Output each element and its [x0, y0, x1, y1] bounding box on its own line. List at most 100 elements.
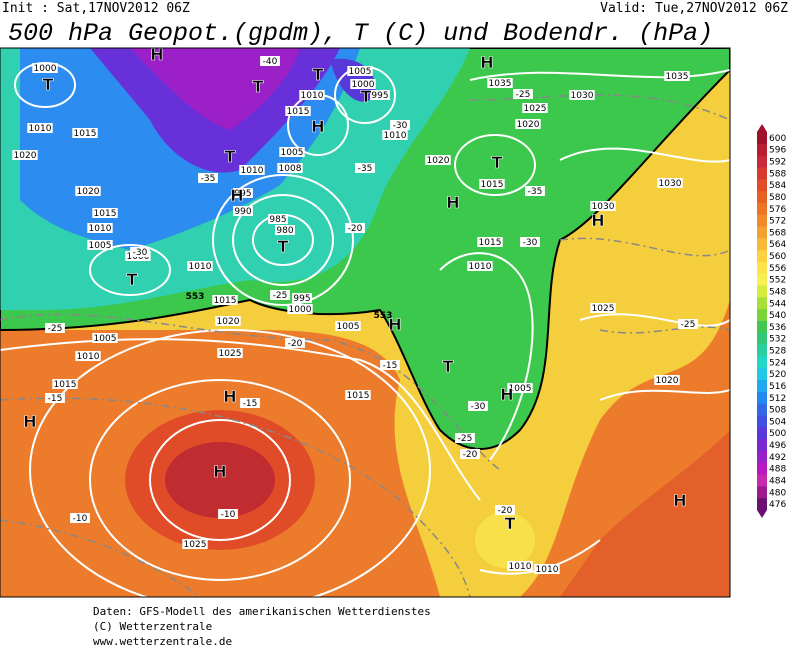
low-marker: T — [278, 237, 289, 256]
colorbar-swatch — [757, 226, 767, 239]
label-box — [513, 89, 533, 99]
map-label: -25 — [273, 291, 288, 301]
contour-label: 553 — [374, 311, 393, 321]
label-box — [260, 56, 280, 66]
label-box — [268, 214, 288, 224]
label-box — [45, 323, 65, 333]
colorbar-swatch — [757, 167, 767, 180]
colorbar-swatch — [757, 191, 767, 204]
label-box — [72, 128, 98, 138]
map-label: -30 — [133, 248, 148, 258]
label-box — [92, 333, 118, 343]
label-box — [455, 433, 475, 443]
high-marker: H — [311, 117, 324, 136]
map-label: -20 — [288, 339, 303, 349]
map-label: 1005 — [281, 148, 304, 158]
low-marker: T — [225, 147, 236, 166]
colorbar-label: 484 — [769, 476, 786, 486]
map-label: -20 — [498, 506, 513, 516]
colorbar-label: 520 — [769, 370, 786, 380]
colorbar: 6005965925885845805765725685645605565525… — [757, 124, 786, 518]
map-label: -10 — [73, 514, 88, 524]
high-marker: H — [23, 412, 36, 431]
colorbar-swatch — [757, 250, 767, 263]
map-label: 1010 — [189, 262, 212, 272]
map-label: 1000 — [352, 80, 375, 90]
map-label: 1010 — [29, 124, 52, 134]
map-label: -30 — [393, 121, 408, 131]
label-box — [350, 79, 376, 89]
colorbar-swatch — [757, 462, 767, 476]
low-marker: T — [443, 357, 454, 376]
label-box — [569, 90, 595, 100]
high-marker: H — [230, 186, 243, 205]
label-box — [215, 316, 241, 326]
label-box — [460, 449, 480, 459]
map-label: 1005 — [94, 334, 117, 344]
map-label: 1010 — [469, 262, 492, 272]
contour-label: 553 — [186, 292, 205, 302]
colorbar-swatch — [757, 332, 767, 346]
label-box — [187, 261, 213, 271]
colorbar-label: 524 — [769, 358, 786, 368]
footer-url: www.wetterzentrale.de — [93, 635, 232, 648]
label-box — [285, 106, 311, 116]
isotherms — [0, 94, 730, 597]
map-label: 1010 — [384, 131, 407, 141]
colorbar-swatch — [757, 261, 767, 275]
map-label: 1025 — [219, 349, 242, 359]
label-box — [233, 188, 253, 198]
map-label: -20 — [463, 450, 478, 460]
colorbar-swatch — [757, 143, 767, 157]
map-label: 1015 — [287, 107, 310, 117]
map-label: 1000 — [289, 305, 312, 315]
colorbar-label: 576 — [769, 205, 786, 215]
label-box — [507, 383, 533, 393]
label-box — [285, 338, 305, 348]
label-box — [380, 360, 400, 370]
high-marker: H — [500, 385, 513, 404]
label-box — [12, 150, 38, 160]
label-box — [390, 120, 410, 130]
dark-red-region — [165, 442, 275, 518]
valid-time: Valid: Tue,27NOV2012 06Z — [600, 1, 788, 16]
label-box — [654, 375, 680, 385]
colorbar-label: 504 — [769, 417, 786, 427]
map-label: -25 — [48, 324, 63, 334]
colorbar-swatch — [757, 344, 767, 357]
colorbar-label: 500 — [769, 429, 786, 439]
label-box — [270, 290, 290, 300]
map-label: 1015 — [214, 296, 237, 306]
colorbar-swatch — [757, 179, 767, 192]
colorbar-swatch — [757, 285, 767, 298]
label-box — [345, 223, 365, 233]
colorbar-swatch — [757, 202, 767, 216]
label-box — [347, 66, 373, 76]
colorbar-swatch — [757, 391, 767, 405]
map-label: 1030 — [571, 91, 594, 101]
map-label: 1025 — [524, 104, 547, 114]
map-label: -35 — [528, 187, 543, 197]
colorbar-label: 476 — [769, 500, 786, 510]
high-marker: H — [591, 211, 604, 230]
label-box — [299, 90, 325, 100]
colorbar-swatch — [757, 297, 767, 310]
label-box — [479, 179, 505, 189]
label-box — [182, 539, 208, 549]
colorbar-swatch — [757, 368, 767, 381]
label-box — [240, 398, 260, 408]
colorbar-label: 532 — [769, 335, 786, 345]
low-marker: T — [43, 75, 54, 94]
label-box — [198, 173, 218, 183]
label-box — [590, 303, 616, 313]
colorbar-swatch — [757, 380, 767, 393]
label-box — [233, 206, 253, 216]
map-label: -10 — [221, 510, 236, 520]
label-box — [335, 321, 361, 331]
colorbar-label: 492 — [769, 453, 786, 463]
colorbar-label: 480 — [769, 488, 786, 498]
map-frame — [0, 47, 731, 598]
label-box — [525, 186, 545, 196]
map-label: 1010 — [536, 565, 559, 575]
map-label: 1025 — [592, 304, 615, 314]
